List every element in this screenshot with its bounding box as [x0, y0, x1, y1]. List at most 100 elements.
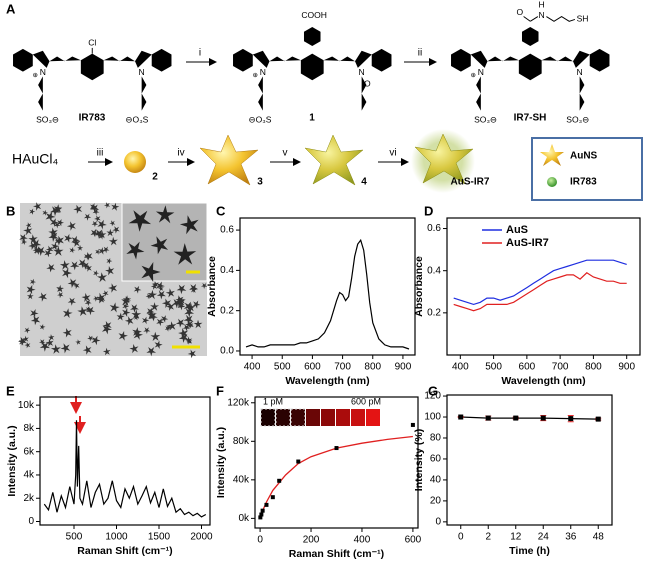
y-tick-label: 10k — [18, 400, 35, 411]
atom: N — [359, 67, 365, 77]
atom: N — [40, 67, 46, 77]
x-tick-label: 0 — [458, 532, 464, 543]
nanostar — [81, 261, 90, 270]
nanostar — [142, 316, 150, 325]
y-axis-title: Absorbance — [413, 256, 425, 317]
nanostar — [62, 267, 72, 279]
y-tick-label: 0 — [435, 516, 441, 527]
nanostar — [30, 309, 39, 318]
y-axis-title: Intensity (%) — [413, 429, 425, 491]
y-tick-label: 0.4 — [427, 265, 441, 276]
x-axis-title: Time (h) — [509, 545, 550, 557]
nanostar — [67, 278, 78, 288]
atom: N — [478, 67, 484, 77]
atom: N — [260, 67, 266, 77]
panel-label: B — [6, 203, 15, 218]
nanostar — [102, 246, 110, 254]
nanostar — [93, 270, 100, 277]
concentration-swatch — [366, 409, 380, 426]
nanostar — [108, 283, 118, 293]
x-tick-label: 2000 — [190, 532, 213, 543]
nanostar — [31, 239, 42, 250]
nanostar — [77, 259, 88, 269]
nanostar — [112, 226, 120, 234]
atom: N — [539, 10, 545, 20]
tem-inset-particles — [126, 205, 199, 282]
x-tick-label: 12 — [510, 532, 522, 543]
atom: H — [539, 0, 545, 9]
nanostar — [83, 213, 92, 221]
nanostar — [166, 302, 175, 311]
nanostar — [53, 222, 61, 229]
nanostar — [145, 293, 152, 300]
y-tick-label: 0.4 — [220, 265, 234, 276]
legend-label: AuS — [506, 224, 528, 236]
y-tick-label: 120k — [227, 397, 250, 408]
nanostar — [26, 284, 36, 295]
nanostar — [128, 210, 152, 232]
x-tick-label: 1500 — [148, 532, 171, 543]
nanostar — [130, 304, 139, 313]
step-label: vi — [389, 148, 396, 159]
nanostar — [185, 320, 194, 329]
line — [453, 259, 627, 306]
y-tick-label: 40k — [233, 474, 250, 485]
nanostar — [23, 225, 33, 236]
nanostar — [105, 266, 115, 276]
nanostar — [75, 339, 81, 345]
atom: Cl — [88, 37, 96, 47]
nanostar — [84, 264, 92, 272]
nanostar — [77, 245, 84, 251]
x-tick-label: 800 — [364, 362, 381, 373]
nanostar — [109, 302, 120, 313]
nanostar — [62, 328, 72, 338]
x-tick-label: 700 — [552, 362, 569, 373]
molecule: COOH N ⊕ N O ⊖O₃S — [233, 10, 391, 124]
molecule-name: 1 — [309, 113, 315, 124]
inset-label: 1 pM — [263, 396, 283, 406]
scheme-legend — [531, 137, 643, 201]
nanostar — [164, 325, 171, 332]
nanostar — [70, 261, 80, 271]
nanostar — [54, 237, 63, 246]
nanostar — [94, 215, 101, 223]
nanostar — [179, 215, 199, 235]
nanostar — [44, 249, 53, 258]
nanostar — [414, 133, 474, 185]
nanostar — [171, 299, 182, 309]
nanostar — [186, 338, 193, 345]
nanostar — [39, 324, 46, 330]
point — [259, 512, 264, 517]
atom: N — [139, 67, 145, 77]
y-tick-label: 0.6 — [427, 223, 441, 234]
y-axis-title: Intensity (a.u.) — [6, 425, 18, 496]
x-tick-label: 600 — [405, 535, 422, 546]
nanostar — [129, 344, 139, 354]
y-tick-label: 0k — [238, 513, 250, 524]
nanostar — [30, 315, 41, 326]
nanostar — [32, 246, 40, 254]
nanostar — [29, 278, 36, 286]
nanostar — [92, 208, 100, 216]
x-tick-label: 48 — [593, 532, 605, 543]
nanostar — [28, 234, 38, 244]
nanostar — [48, 334, 55, 341]
charge: ⊕ — [252, 72, 258, 79]
point — [270, 495, 275, 500]
panel-label: G — [428, 383, 438, 398]
nanostar — [104, 202, 111, 209]
line — [43, 420, 207, 518]
nanostar — [106, 258, 113, 265]
nanostar — [57, 291, 64, 299]
y-tick-label: 2k — [23, 493, 35, 504]
y-axis-title: Absorbance — [206, 256, 218, 317]
nanostar — [102, 290, 109, 297]
nanostar — [90, 203, 98, 211]
nanostar — [133, 314, 140, 321]
nanostar — [59, 260, 70, 270]
nanostar — [160, 315, 169, 323]
nanostar — [98, 233, 105, 240]
nanostar — [86, 306, 95, 316]
x-axis-title: Wavelength (nm) — [285, 375, 369, 387]
concentration-swatch — [275, 408, 291, 427]
